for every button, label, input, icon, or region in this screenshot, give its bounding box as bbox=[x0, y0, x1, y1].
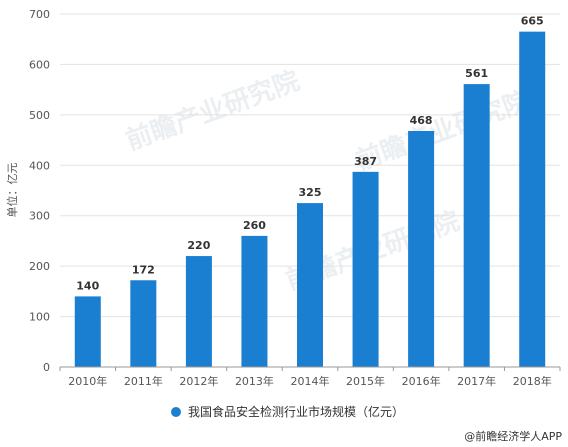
y-tick-label: 300 bbox=[29, 210, 50, 223]
x-tick-label: 2011年 bbox=[124, 374, 163, 388]
legend-label: 我国食品安全检测行业市场规模（亿元） bbox=[188, 404, 404, 419]
y-tick-label: 600 bbox=[29, 58, 50, 71]
bar-2012年 bbox=[185, 256, 212, 367]
y-tick-label: 0 bbox=[43, 361, 50, 374]
y-tick-label: 200 bbox=[29, 260, 50, 273]
value-label: 260 bbox=[243, 219, 266, 232]
y-tick-label: 700 bbox=[29, 8, 50, 21]
x-tick-label: 2014年 bbox=[291, 374, 330, 388]
x-tick-label: 2018年 bbox=[513, 374, 552, 388]
legend: 我国食品安全检测行业市场规模（亿元） bbox=[171, 404, 404, 419]
x-tick-label: 2017年 bbox=[457, 374, 496, 388]
x-tick-label: 2015年 bbox=[346, 374, 385, 388]
watermark-text: 前瞻产业研究院 bbox=[122, 65, 304, 156]
x-tick-label: 2016年 bbox=[402, 374, 441, 388]
value-label: 140 bbox=[76, 279, 99, 292]
bar-2011年 bbox=[130, 280, 157, 367]
bar-2018年 bbox=[519, 31, 546, 368]
legend-marker bbox=[171, 407, 181, 417]
value-labels: 140 172 220 260 325 387 468 561 665 bbox=[76, 15, 543, 293]
bar-2013年 bbox=[241, 235, 268, 367]
y-tick-label: 100 bbox=[29, 311, 50, 324]
x-tick-label: 2010年 bbox=[68, 374, 107, 388]
value-label: 468 bbox=[410, 114, 433, 127]
y-axis-ticks: 0 100 200 300 400 500 600 700 bbox=[29, 8, 50, 374]
value-label: 387 bbox=[354, 155, 377, 168]
watermark-text: 前瞻产业研究院 bbox=[352, 85, 534, 176]
value-label: 665 bbox=[521, 15, 544, 28]
y-tick-label: 500 bbox=[29, 109, 50, 122]
value-label: 172 bbox=[132, 263, 155, 276]
bar-2014年 bbox=[297, 203, 323, 367]
y-axis-label: 单位：亿元 bbox=[5, 163, 19, 218]
bar-2017年 bbox=[463, 84, 490, 368]
source-credit: @前瞻经济学人APP bbox=[464, 429, 562, 443]
bars bbox=[74, 31, 546, 368]
bar-2016年 bbox=[408, 130, 435, 367]
value-label: 220 bbox=[187, 239, 210, 252]
x-axis-ticks: 2010年 2011年 2012年 2013年 2014年 2015年 2016年 2017年… bbox=[59, 367, 561, 388]
bar-2015年 bbox=[352, 171, 379, 367]
value-label: 561 bbox=[465, 67, 488, 80]
x-tick-label: 2012年 bbox=[179, 374, 218, 388]
bar-2010年 bbox=[74, 296, 101, 367]
y-tick-label: 400 bbox=[29, 159, 50, 172]
value-label: 325 bbox=[299, 186, 322, 199]
x-tick-label: 2013年 bbox=[235, 374, 274, 388]
